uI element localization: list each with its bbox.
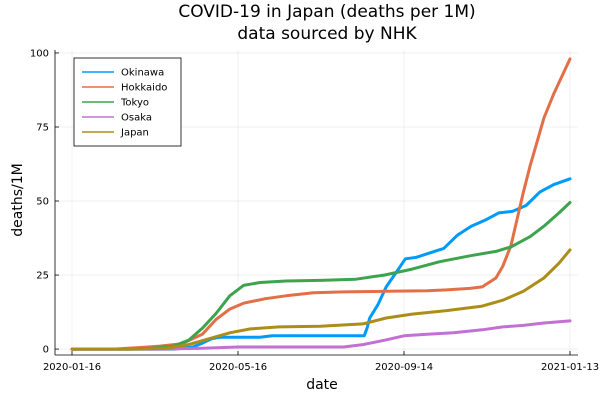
series-line-hokkaido	[70, 57, 572, 351]
x-tick-label: 2020-01-16	[43, 362, 101, 373]
series-line-tokyo	[70, 201, 572, 351]
x-ticks: 2020-01-16 2020-05-16 2020-09-14 2021-01-13	[43, 351, 599, 373]
y-ticks: 0 25 50 75 100	[30, 48, 59, 356]
plot-area: 0 25 50 75 100 2020-01-16 2020-05-16 2020-09-1…	[30, 48, 599, 373]
y-tick-label: 25	[36, 271, 49, 282]
x-tick-label: 2021-01-13	[541, 362, 599, 373]
legend-label-osaka: Osaka	[121, 113, 152, 124]
x-axis-label: date	[306, 377, 338, 393]
series-line-okinawa	[70, 177, 572, 351]
legend: Okinawa Hokkaido Tokyo Osaka Japan	[73, 57, 182, 147]
legend-label-okinawa: Okinawa	[121, 68, 164, 79]
series-line-osaka	[70, 319, 572, 351]
series-line-japan	[70, 248, 572, 351]
x-tick-label: 2020-09-14	[375, 362, 433, 373]
y-tick-label: 75	[36, 122, 49, 133]
legend-label-tokyo: Tokyo	[120, 98, 149, 109]
x-tick-label: 2020-05-16	[209, 362, 267, 373]
y-tick-label: 0	[43, 345, 49, 356]
y-tick-label: 50	[36, 197, 49, 208]
legend-label-japan: Japan	[120, 128, 149, 139]
series-group	[70, 57, 572, 351]
chart-title: COVID-19 in Japan (deaths per 1M)	[178, 2, 475, 22]
y-axis-label: deaths/1M	[10, 163, 26, 236]
legend-label-hokkaido: Hokkaido	[121, 83, 167, 94]
chart-subtitle: data sourced by NHK	[237, 24, 417, 44]
y-tick-label: 100	[30, 48, 49, 59]
